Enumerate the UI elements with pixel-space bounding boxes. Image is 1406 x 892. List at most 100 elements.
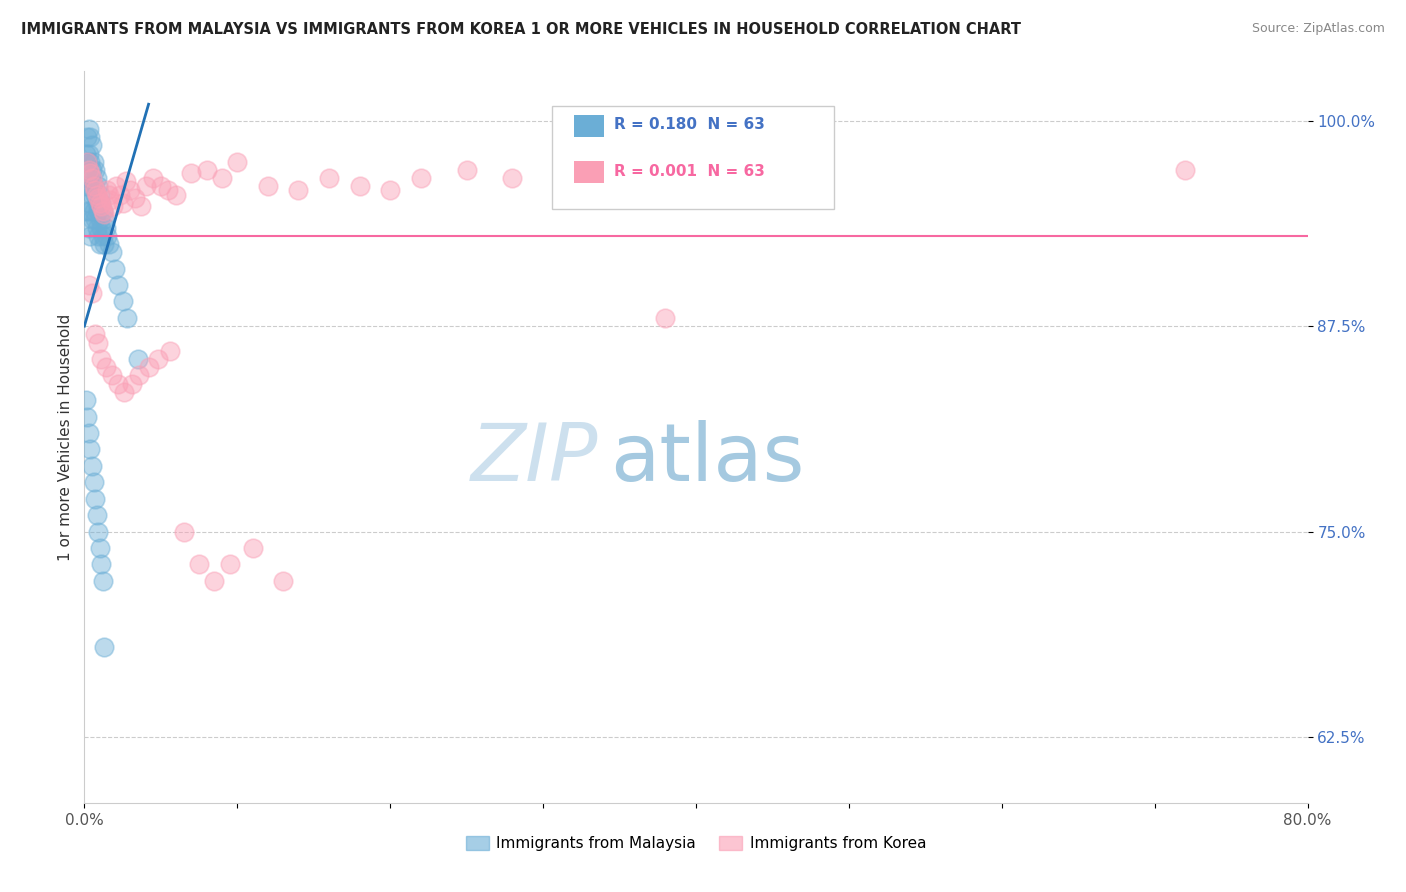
Text: R = 0.180  N = 63: R = 0.180 N = 63 <box>614 117 765 132</box>
Point <box>202 574 225 588</box>
Point <box>318 171 340 186</box>
Point <box>101 368 124 383</box>
Text: ZIP: ZIP <box>471 420 598 498</box>
Point <box>75 393 97 408</box>
Point <box>502 171 524 186</box>
Point <box>165 187 187 202</box>
Point <box>91 574 114 588</box>
Point <box>75 171 97 186</box>
Point <box>654 310 676 325</box>
Point <box>188 558 211 572</box>
Point <box>93 236 115 251</box>
Point <box>173 524 195 539</box>
FancyBboxPatch shape <box>551 106 834 209</box>
Point <box>96 183 118 197</box>
Point <box>90 199 112 213</box>
Point <box>349 179 371 194</box>
Point <box>103 199 125 213</box>
Point <box>79 204 101 219</box>
Point <box>257 179 280 194</box>
Point <box>83 179 105 194</box>
Point <box>104 261 127 276</box>
Point <box>80 212 103 227</box>
Point <box>80 187 103 202</box>
Point <box>84 183 107 197</box>
Point <box>84 327 107 342</box>
Point <box>97 187 120 202</box>
Point <box>135 179 157 194</box>
Point <box>86 187 108 202</box>
Point <box>90 220 112 235</box>
Point <box>87 179 110 194</box>
Point <box>101 245 124 260</box>
Point <box>86 220 108 235</box>
Point <box>111 195 134 210</box>
Point <box>107 376 129 391</box>
Point <box>79 166 101 180</box>
Point <box>79 179 101 194</box>
Point <box>83 154 105 169</box>
Point <box>76 154 98 169</box>
Point <box>79 130 101 145</box>
Point <box>90 195 112 210</box>
Legend: Immigrants from Malaysia, Immigrants from Korea: Immigrants from Malaysia, Immigrants fro… <box>460 830 932 857</box>
Point <box>112 384 135 399</box>
Point <box>77 220 100 235</box>
Point <box>77 425 100 440</box>
Bar <box>574 161 605 183</box>
Point <box>90 351 112 366</box>
Point <box>79 154 101 169</box>
Point <box>76 179 98 194</box>
Text: IMMIGRANTS FROM MALAYSIA VS IMMIGRANTS FROM KOREA 1 OR MORE VEHICLES IN HOUSEHOL: IMMIGRANTS FROM MALAYSIA VS IMMIGRANTS F… <box>21 22 1021 37</box>
Point <box>114 174 136 188</box>
Text: atlas: atlas <box>610 420 804 498</box>
Point <box>84 212 107 227</box>
Point <box>83 204 105 219</box>
Point <box>128 368 150 383</box>
Point <box>87 524 110 539</box>
Point <box>87 204 110 219</box>
Point <box>89 236 111 251</box>
Point <box>77 146 100 161</box>
Point <box>111 294 134 309</box>
Point <box>271 574 294 588</box>
Point <box>242 541 264 555</box>
Point <box>98 193 121 207</box>
Bar <box>574 115 605 137</box>
Point <box>97 236 120 251</box>
Point <box>195 163 218 178</box>
Point <box>96 228 118 243</box>
Point <box>76 154 98 169</box>
Point <box>79 228 101 243</box>
Point <box>77 171 100 186</box>
Point <box>80 458 103 473</box>
Point <box>91 228 114 243</box>
Point <box>83 475 105 490</box>
Point <box>80 163 103 178</box>
Point <box>456 163 478 178</box>
Point <box>87 228 110 243</box>
Point <box>129 199 152 213</box>
Point <box>89 212 111 227</box>
Point <box>138 360 160 375</box>
Point <box>121 376 143 391</box>
Point <box>380 183 402 197</box>
Point <box>94 220 117 235</box>
Point <box>105 179 128 194</box>
Point <box>89 195 111 210</box>
Point <box>409 171 432 186</box>
Point <box>77 278 100 293</box>
Point <box>94 360 117 375</box>
Point <box>77 195 100 210</box>
Point <box>124 191 146 205</box>
Point <box>83 179 105 194</box>
Point <box>211 171 233 186</box>
Point <box>75 146 97 161</box>
Point <box>87 335 110 350</box>
Point <box>93 207 115 221</box>
Point <box>218 558 240 572</box>
Point <box>149 179 172 194</box>
Point <box>79 442 101 457</box>
Y-axis label: 1 or more Vehicles in Household: 1 or more Vehicles in Household <box>58 313 73 561</box>
Point <box>1174 163 1197 178</box>
